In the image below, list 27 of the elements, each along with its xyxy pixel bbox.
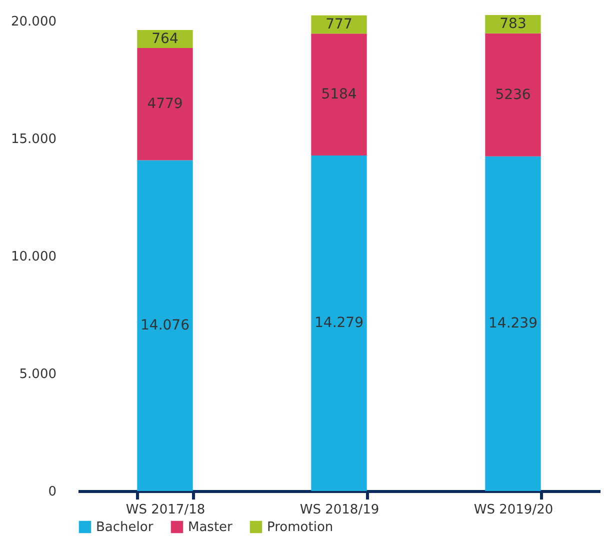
bar bbox=[311, 155, 367, 491]
data-label: 777 bbox=[326, 16, 352, 33]
bar bbox=[485, 156, 541, 491]
y-tick-label: 15.000 bbox=[11, 132, 56, 148]
y-tick-label: 0 bbox=[48, 484, 56, 500]
data-label: 783 bbox=[500, 16, 526, 32]
y-tick-label: 20.000 bbox=[11, 14, 56, 30]
data-label: 14.279 bbox=[314, 315, 364, 332]
data-label: 5236 bbox=[495, 86, 531, 103]
y-tick-label: 10.000 bbox=[11, 250, 56, 265]
y-tick-label: 5.000 bbox=[19, 367, 56, 382]
legend-label: Bachelor bbox=[96, 520, 154, 535]
legend-label: Master bbox=[188, 520, 234, 535]
bar bbox=[311, 34, 367, 156]
data-label: 14.239 bbox=[488, 316, 538, 332]
legend-label: Promotion bbox=[267, 520, 334, 535]
bar bbox=[485, 33, 541, 156]
x-tick-label: WS 2019/20 bbox=[474, 502, 554, 518]
x-tick-label: WS 2017/18 bbox=[126, 502, 206, 518]
data-label: 14.076 bbox=[140, 318, 190, 334]
data-label: 5184 bbox=[321, 86, 357, 103]
data-label: 764 bbox=[152, 30, 178, 47]
bar bbox=[137, 160, 193, 491]
data-label: 4779 bbox=[147, 96, 183, 112]
x-tick-label: WS 2018/19 bbox=[300, 502, 380, 518]
bar bbox=[311, 15, 367, 34]
bar bbox=[137, 48, 193, 160]
